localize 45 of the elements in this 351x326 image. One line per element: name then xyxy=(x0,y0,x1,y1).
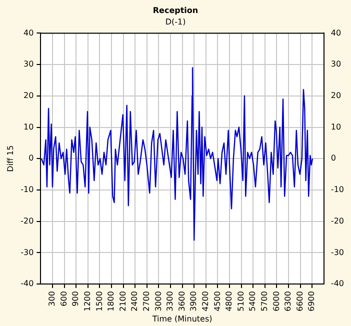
x-tick-label: 4200 xyxy=(200,291,210,312)
x-tick-label: 4800 xyxy=(224,291,234,312)
x-tick-label: 2400 xyxy=(130,291,140,312)
y2-tick-label: 30 xyxy=(330,60,342,69)
y-axis-title: Diff 15 xyxy=(6,145,15,172)
y-tick-label: -20 xyxy=(20,216,34,226)
y2-tick-label: -10 xyxy=(330,185,344,194)
x-tick-label: 2100 xyxy=(118,291,128,312)
x-tick-label: 3000 xyxy=(154,291,163,312)
y-tick-label: -30 xyxy=(20,248,34,257)
x-tick-label: 5400 xyxy=(248,291,258,312)
y2-tick-label: 20 xyxy=(330,90,342,100)
y-tick-label: -40 xyxy=(20,279,34,288)
x-tick-label: 900 xyxy=(71,291,80,306)
x-tick-label: 3300 xyxy=(166,291,175,312)
y-tick-label: 40 xyxy=(23,28,34,38)
x-tick-label: 3900 xyxy=(189,291,198,312)
y-tick-label: 20 xyxy=(23,90,34,100)
x-tick-label: 600 xyxy=(59,291,68,306)
x-tick-label: 1500 xyxy=(94,291,104,312)
x-tick-label: 1200 xyxy=(82,291,92,312)
x-tick-label: 6300 xyxy=(284,291,293,312)
y2-tick-label: -30 xyxy=(330,248,344,257)
x-tick-label: 5700 xyxy=(260,291,269,312)
x-tick-label: 4500 xyxy=(212,291,222,312)
x-tick-label: 2700 xyxy=(142,291,151,312)
x-tick-label: 300 xyxy=(48,291,57,306)
y-tick-label: -10 xyxy=(20,185,34,194)
y2-tick-label: 40 xyxy=(330,28,342,38)
x-tick-label: 1800 xyxy=(106,291,116,312)
chart-subtitle: D(-1) xyxy=(165,17,186,26)
x-axis-title: Time (Minutes) xyxy=(151,314,212,324)
y2-tick-label: -40 xyxy=(330,279,344,288)
x-tick-label: 3600 xyxy=(177,291,186,312)
x-tick-label: 6600 xyxy=(295,291,304,312)
y-tick-label: 0 xyxy=(28,154,34,163)
y2-tick-label: 0 xyxy=(330,154,336,163)
x-tick-label: 6900 xyxy=(307,291,316,312)
chart-title: Reception xyxy=(152,6,198,15)
x-tick-label: 5100 xyxy=(236,291,246,312)
y2-tick-label: 10 xyxy=(330,122,342,132)
x-tick-label: 6000 xyxy=(272,291,281,312)
y-tick-label: 10 xyxy=(23,122,34,132)
y2-tick-label: -20 xyxy=(330,216,344,226)
y-tick-label: 30 xyxy=(23,60,34,69)
